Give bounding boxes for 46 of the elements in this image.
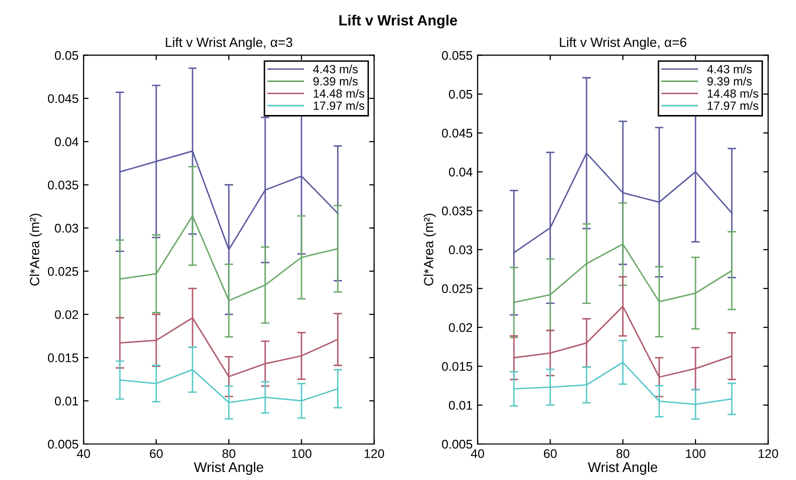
y-tick-label: 0.01 — [448, 400, 472, 410]
legend-label: 4.43 m/s — [313, 64, 358, 74]
chart-title: Lift v Wrist Angle, α=6 — [560, 37, 686, 50]
y-tick-label: 0.03 — [54, 224, 78, 233]
legend-label: 9.39 m/s — [707, 76, 752, 86]
y-tick-label: 0.04 — [448, 168, 472, 176]
x-tick-label: 100 — [686, 449, 706, 458]
x-tick-label: 60 — [544, 449, 557, 458]
y-tick-label: 0.045 — [48, 94, 78, 104]
chart-title: Lift v Wrist Angle, α=3 — [166, 37, 292, 50]
x-axis-title: Wrist Angle — [194, 462, 264, 475]
x-tick-label: 60 — [150, 449, 163, 458]
y-tick-label: 0.015 — [48, 353, 78, 362]
x-axis-title: Wrist Angle — [588, 462, 658, 475]
y-tick-label: 0.05 — [54, 51, 78, 60]
legend-label: 17.97 m/s — [708, 101, 758, 110]
y-tick-label: 0.005 — [48, 440, 78, 449]
legend-label: 14.48 m/s — [314, 89, 364, 98]
y-tick-label: 0.035 — [442, 206, 472, 216]
text: Lift v Wrist Angle — [339, 14, 458, 28]
x-tick-label: 100 — [292, 449, 312, 458]
legend-label: 14.48 m/s — [708, 89, 758, 98]
y-tick-label: 0.055 — [442, 51, 472, 60]
y-tick-label: 0.02 — [448, 323, 472, 332]
y-tick-label: 0.045 — [442, 128, 472, 138]
x-tick-label: 80 — [222, 449, 236, 458]
x-tick-label: 40 — [76, 449, 90, 458]
y-axis-title: Cl*Area (m²) — [424, 214, 436, 286]
x-tick-label: 80 — [616, 449, 630, 458]
y-tick-label: 0.025 — [442, 284, 472, 294]
y-tick-label: 0.03 — [448, 245, 472, 254]
y-tick-label: 0.035 — [48, 180, 78, 190]
y-tick-label: 0.015 — [442, 362, 472, 371]
x-tick-label: 120 — [364, 449, 384, 458]
legend-label: 17.97 m/s — [314, 101, 364, 110]
y-tick-label: 0.005 — [442, 440, 472, 449]
y-tick-label: 0.04 — [54, 137, 78, 146]
legend-label: 9.39 m/s — [313, 76, 358, 86]
x-tick-label: 120 — [758, 449, 778, 458]
legend-label: 4.43 m/s — [707, 64, 752, 74]
y-tick-label: 0.01 — [54, 396, 78, 406]
y-tick-label: 0.05 — [448, 90, 472, 99]
y-axis-title: Cl*Area (m²) — [30, 214, 42, 286]
x-tick-label: 40 — [470, 449, 484, 458]
y-tick-label: 0.025 — [48, 267, 78, 276]
y-tick-label: 0.02 — [54, 310, 78, 320]
